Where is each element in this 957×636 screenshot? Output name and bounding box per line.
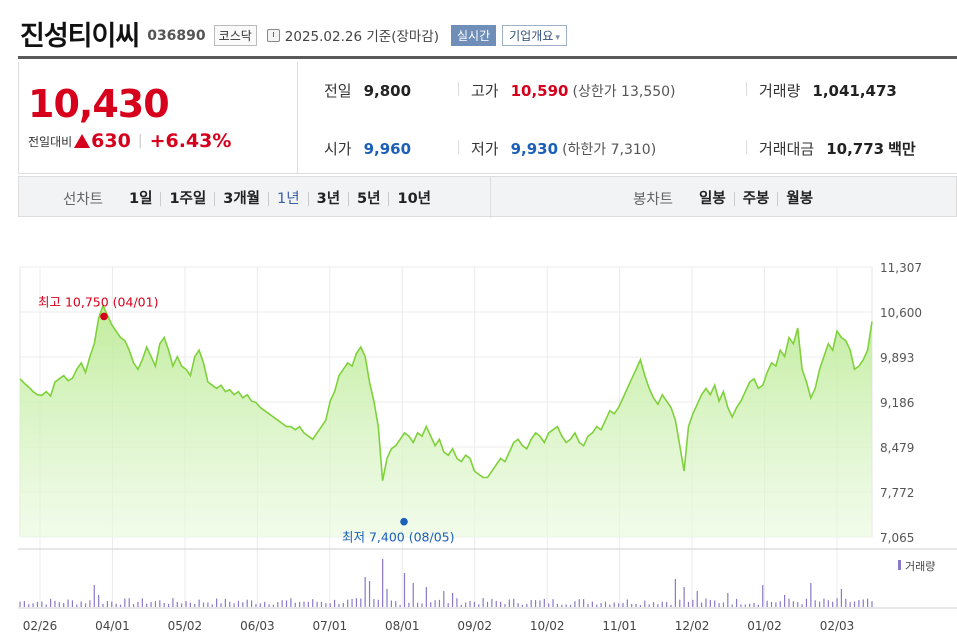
stat-value: 9,930 [510,140,559,158]
x-tick-label: 02/26 [23,619,58,633]
x-tick-label: 06/03 [240,619,275,633]
stat-label: 거래대금 [759,140,815,158]
upper-limit: (상한가 13,550) [572,84,676,100]
price-box: 10,430 전일대비 630 | +6.43% [18,62,298,174]
divider [746,82,747,96]
change-separator: | [137,133,143,149]
stat-label: 거래량 [759,82,801,100]
volume-legend-swatch [898,560,901,570]
stock-header: 진성티이씨 036890 코스닥 2025.02.26 기준(장마감) 실시간 … [20,10,957,56]
x-tick-label: 11/01 [602,619,637,633]
stat-label: 저가 [471,140,499,158]
x-tick-label: 10/02 [530,619,565,633]
stat-prev-close: 전일 9,800 [324,80,411,101]
stat-value: 1,041,473 [812,82,897,100]
stat-low: 저가 9,930 (하한가 7,310) [471,138,656,159]
line-chart-title: 선차트 [63,192,104,208]
x-tick-label: 12/02 [675,619,710,633]
stat-amount: 거래대금 10,773 백만 [759,138,916,159]
stat-value: 10,590 [510,82,569,100]
stat-open: 시가 9,960 [324,138,411,159]
stat-value: 10,773 [826,140,885,158]
header-divider [18,56,957,59]
stat-unit: 백만 [888,140,916,158]
chart-tabs: 선차트 1일 1주일 3개월 1년 3년 5년 10년 봉차트 일봉 주봉 월봉 [18,176,957,218]
price-line [19,303,873,481]
current-price: 10,430 [28,82,170,126]
y-tick-label: 7,772 [880,486,914,500]
low-marker [400,517,408,526]
x-tick-label: 09/02 [457,619,492,633]
divider [746,140,747,154]
change-value: 630 [91,130,131,152]
x-tick-label: 02/03 [820,619,855,633]
stat-label: 시가 [324,140,352,158]
market-badge: 코스닥 [213,24,257,46]
stat-value: 9,800 [363,82,412,100]
company-name: 진성티이씨 [20,20,140,52]
realtime-button[interactable]: 실시간 [451,24,497,46]
tab-5y[interactable]: 5년 [348,191,388,206]
x-tick-label: 01/02 [747,619,782,633]
y-tick-label: 9,893 [880,351,914,365]
candle-chart-title: 봉차트 [633,192,674,208]
volume-legend-label: 거래량 [905,560,935,573]
low-label: 최저 7,400 (08/05) [342,530,455,545]
y-tick-label: 10,600 [880,306,922,320]
line-chart-tabs: 선차트 1일 1주일 3개월 1년 3년 5년 10년 [63,188,439,209]
tab-monthly[interactable]: 월봉 [777,191,821,206]
tab-daily[interactable]: 일봉 [699,190,726,207]
stat-value: 9,960 [363,140,412,158]
divider [458,140,459,154]
up-arrow-icon [74,134,91,148]
stat-label: 전일 [324,82,352,100]
stat-volume: 거래량 1,041,473 [759,80,897,101]
stat-label: 고가 [471,82,499,100]
reference-date: 2025.02.26 기준(장마감) [284,29,440,45]
tab-10y[interactable]: 10년 [388,191,439,206]
stock-code: 036890 [147,28,206,44]
tab-3y[interactable]: 3년 [307,191,348,206]
tab-weekly[interactable]: 주봉 [733,191,778,206]
y-tick-label: 7,065 [880,531,914,545]
tab-1y[interactable]: 1년 [268,191,308,206]
y-tick-label: 9,186 [880,396,914,410]
candle-chart-tabs: 봉차트 일봉 주봉 월봉 [633,188,821,209]
high-low-markers: 최고 10,750 (04/01) 최저 7,400 (08/05) [38,294,455,544]
tabs-divider [490,177,491,218]
change-label: 전일대비 [28,134,73,149]
stats-panel: 전일 9,800 고가 10,590 (상한가 13,550) 거래량 1,04… [298,62,957,174]
price-area [20,305,872,537]
x-tick-label: 04/01 [95,619,130,633]
price-chart: 11,307 10,600 9,893 9,186 8,479 7,772 7,065 최고… [18,261,957,633]
y-tick-label: 11,307 [880,261,922,275]
y-axis-labels: 11,307 10,600 9,893 9,186 8,479 7,772 7,065 [880,261,922,545]
x-axis-labels: 02/26 04/01 05/02 06/03 07/01 08/01 09/02 10/02… [23,619,855,633]
volume-bars: 거래량 [18,548,957,609]
tab-1d[interactable]: 1일 [129,190,153,207]
tab-3m[interactable]: 3개월 [214,191,268,206]
company-info-label: 기업개요 [509,28,554,43]
company-info-button[interactable]: 기업개요 ▾ [502,24,567,46]
divider [458,82,459,96]
x-tick-label: 05/02 [168,619,203,633]
change-row: 전일대비 630 | +6.43% [28,130,231,152]
lower-limit: (하한가 7,310) [562,142,657,158]
calendar-icon [266,28,280,42]
change-percent: +6.43% [149,130,232,152]
stat-high: 고가 10,590 (상한가 13,550) [471,80,676,101]
x-tick-label: 08/01 [385,619,420,633]
y-tick-label: 8,479 [880,441,914,455]
chevron-down-icon: ▾ [555,32,560,43]
tab-1w[interactable]: 1주일 [160,191,214,206]
x-tick-label: 07/01 [313,619,348,633]
high-label: 최고 10,750 (04/01) [38,294,158,309]
high-marker [100,312,108,321]
